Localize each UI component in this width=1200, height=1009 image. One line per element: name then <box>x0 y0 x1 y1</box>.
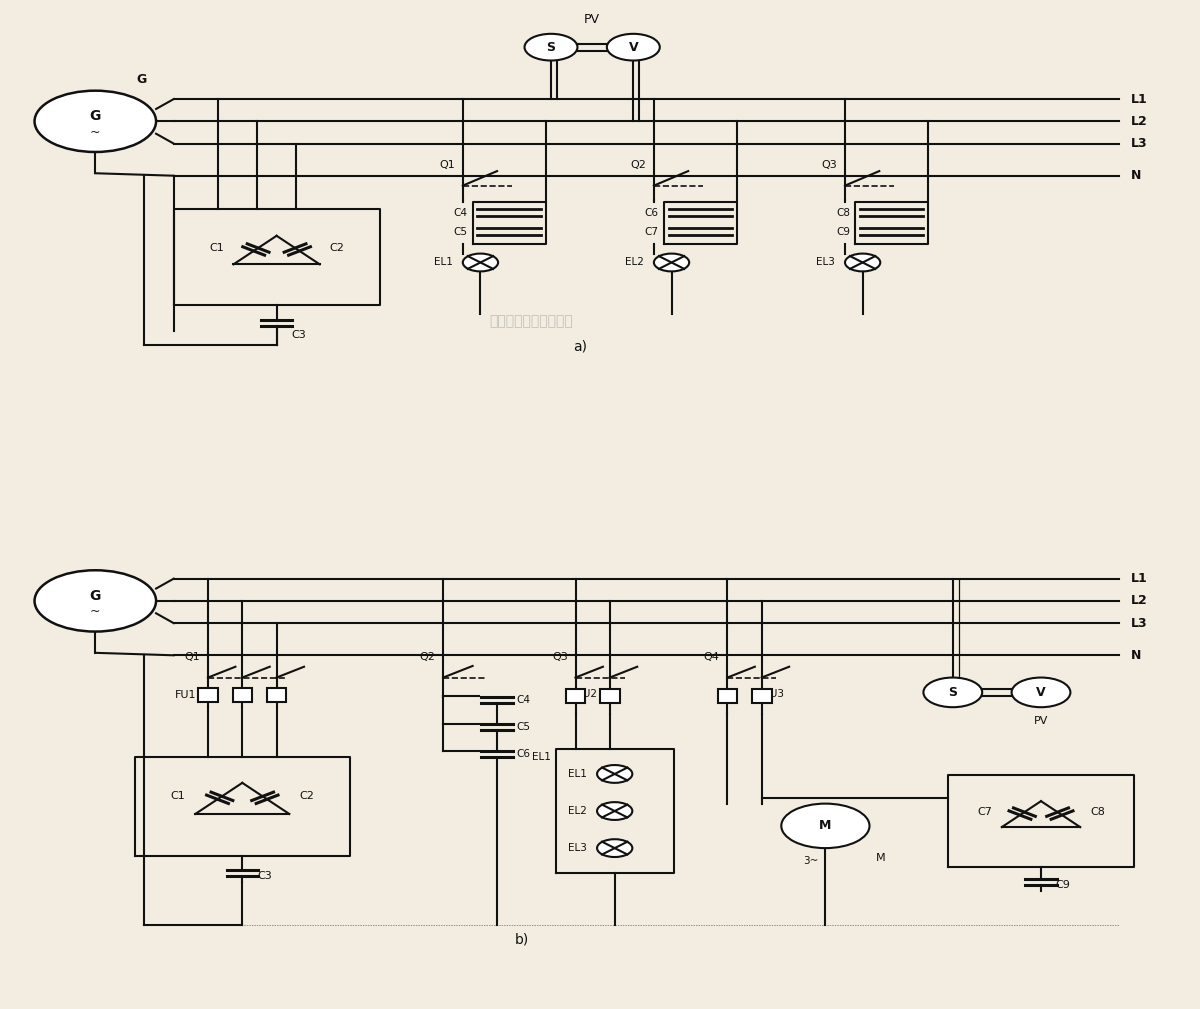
Text: L2: L2 <box>1132 115 1148 128</box>
Text: EL3: EL3 <box>569 844 587 854</box>
Text: a): a) <box>574 339 588 353</box>
Text: ~: ~ <box>90 126 101 138</box>
Text: G: G <box>90 589 101 603</box>
Text: C4: C4 <box>454 208 468 218</box>
Text: FU3: FU3 <box>763 689 784 699</box>
Text: C7: C7 <box>644 227 659 236</box>
Text: C1: C1 <box>170 791 186 801</box>
Bar <box>198 688 218 702</box>
Text: C2: C2 <box>330 242 344 252</box>
Text: C7: C7 <box>977 806 992 816</box>
Text: b): b) <box>515 932 529 946</box>
Text: EL1: EL1 <box>434 257 452 267</box>
Text: C6: C6 <box>517 749 530 759</box>
Circle shape <box>607 34 660 61</box>
Text: C8: C8 <box>836 208 850 218</box>
Bar <box>600 689 619 703</box>
Circle shape <box>35 570 156 632</box>
Circle shape <box>463 253 498 271</box>
Bar <box>266 688 287 702</box>
Circle shape <box>598 765 632 783</box>
Circle shape <box>845 253 881 271</box>
Text: C9: C9 <box>836 227 850 236</box>
Text: S: S <box>948 686 958 699</box>
Circle shape <box>924 678 982 707</box>
Circle shape <box>598 802 632 820</box>
Bar <box>752 689 772 703</box>
Text: N: N <box>1132 649 1141 662</box>
Bar <box>565 689 586 703</box>
Text: L3: L3 <box>1132 137 1147 150</box>
Text: PV: PV <box>584 13 600 26</box>
Text: EL2: EL2 <box>569 806 587 816</box>
Text: Q3: Q3 <box>552 652 568 662</box>
Text: Q4: Q4 <box>703 652 720 662</box>
Text: C5: C5 <box>454 227 468 236</box>
Text: L2: L2 <box>1132 594 1148 607</box>
Text: C5: C5 <box>517 722 530 732</box>
Text: M: M <box>876 853 886 863</box>
Text: FU1: FU1 <box>175 690 197 700</box>
Text: FU2: FU2 <box>577 689 598 699</box>
Text: L3: L3 <box>1132 616 1147 630</box>
Text: C6: C6 <box>644 208 659 218</box>
Text: EL2: EL2 <box>625 257 644 267</box>
Circle shape <box>598 839 632 857</box>
Text: S: S <box>546 40 556 53</box>
Text: EL1: EL1 <box>569 769 587 779</box>
Circle shape <box>781 803 870 849</box>
Text: C2: C2 <box>299 791 314 801</box>
Text: Q3: Q3 <box>822 159 838 170</box>
Text: 3~: 3~ <box>803 856 818 866</box>
Text: C3: C3 <box>257 872 271 881</box>
Text: L1: L1 <box>1132 572 1148 585</box>
Text: EL3: EL3 <box>816 257 835 267</box>
Circle shape <box>1012 678 1070 707</box>
Bar <box>233 688 252 702</box>
Circle shape <box>524 34 577 61</box>
Text: G: G <box>137 73 146 86</box>
Text: ~: ~ <box>90 605 101 619</box>
Text: C4: C4 <box>517 695 530 705</box>
Text: PV: PV <box>1034 716 1048 726</box>
Text: C9: C9 <box>1056 881 1070 891</box>
Text: EL1: EL1 <box>532 752 551 762</box>
Circle shape <box>35 91 156 152</box>
Text: Q1: Q1 <box>185 652 200 662</box>
Text: C1: C1 <box>209 242 223 252</box>
Text: 杭州将睿科技有限公司: 杭州将睿科技有限公司 <box>490 315 574 329</box>
Text: Q2: Q2 <box>420 652 436 662</box>
Text: V: V <box>1036 686 1046 699</box>
Text: V: V <box>629 40 638 53</box>
Text: C3: C3 <box>292 330 306 340</box>
Text: C8: C8 <box>1090 806 1105 816</box>
Bar <box>718 689 737 703</box>
Text: L1: L1 <box>1132 93 1148 106</box>
Text: G: G <box>90 109 101 123</box>
Text: N: N <box>1132 170 1141 183</box>
Text: Q1: Q1 <box>439 159 455 170</box>
Text: Q2: Q2 <box>630 159 646 170</box>
Circle shape <box>654 253 689 271</box>
Text: M: M <box>820 819 832 832</box>
